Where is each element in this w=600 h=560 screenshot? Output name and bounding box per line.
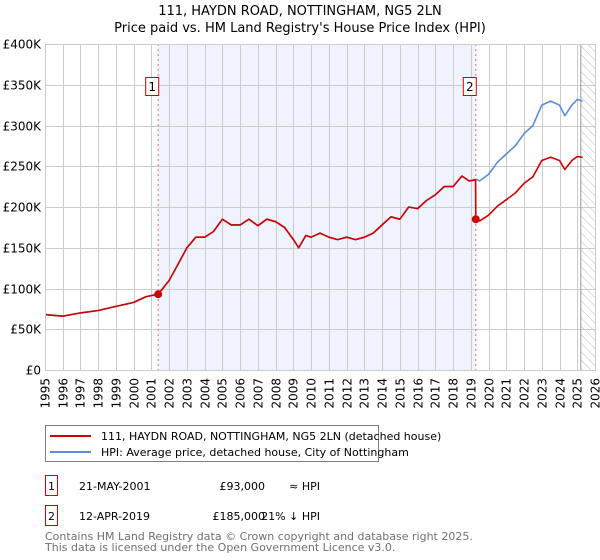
y-tick-label: £150K — [3, 242, 43, 256]
sale-hpi-relation: ≈ HPI — [289, 480, 320, 493]
y-tick-label: £350K — [3, 79, 43, 93]
x-tick-label: 2006 — [234, 378, 248, 409]
x-tick-label: 2000 — [128, 378, 142, 409]
footer-licence: This data is licensed under the Open Gov… — [44, 541, 395, 554]
plot-area: 1995 1996 1997 1998 1999 2000 2001 2002 2003 2004… — [3, 38, 600, 409]
x-tick-label: 2021 — [500, 378, 514, 409]
x-tick-label: 2018 — [447, 378, 461, 409]
x-tick-label: 2004 — [199, 378, 213, 409]
x-tick-label: 2020 — [483, 378, 497, 409]
x-tick-label: 2010 — [305, 378, 319, 409]
chart-subtitle: Price paid vs. HM Land Registry's House … — [114, 21, 486, 36]
x-tick-label: 2002 — [163, 378, 177, 409]
x-tick-label: 1998 — [92, 378, 106, 409]
sale-marker-label: 1 — [148, 80, 156, 94]
sale-price: £185,000 — [213, 510, 266, 523]
property-price-line — [44, 155, 583, 318]
footer-copyright: Contains HM Land Registry data © Crown c… — [45, 530, 473, 543]
x-tick-label: 2015 — [394, 378, 408, 409]
y-tick-label: £300K — [3, 120, 43, 134]
x-tick-label: 2019 — [465, 378, 479, 409]
legend-label-property: 111, HAYDN ROAD, NOTTINGHAM, NG5 2LN (de… — [101, 430, 441, 443]
y-tick-label: £250K — [3, 160, 43, 174]
x-tick-label: 2016 — [412, 378, 426, 409]
x-tick-label: 2017 — [429, 378, 443, 409]
sale-date: 21-MAY-2001 — [79, 480, 151, 493]
x-tick-label: 2025 — [571, 378, 585, 409]
x-tick-label: 2009 — [287, 378, 301, 409]
x-tick-label: 1997 — [74, 378, 88, 409]
x-tick-label: 2011 — [323, 378, 337, 409]
x-tick-label: 2005 — [216, 378, 230, 409]
sale-price: £93,000 — [220, 480, 266, 493]
x-tick-label: 1999 — [110, 378, 124, 409]
chart-title: 111, HAYDN ROAD, NOTTINGHAM, NG5 2LN — [158, 4, 442, 19]
sale-date: 12-APR-2019 — [79, 510, 150, 523]
x-tick-label: 2001 — [145, 378, 159, 409]
sale-marker-box — [462, 77, 477, 96]
x-tick-label: 2008 — [270, 378, 284, 409]
y-tick-label: £50K — [10, 323, 42, 337]
sale-row-1: 1 21-MAY-2001 £93,000 ≈ HPI — [45, 475, 320, 496]
sale-marker-label: 2 — [48, 510, 55, 523]
x-tick-label: 2013 — [358, 378, 372, 409]
x-tick-label: 2012 — [341, 378, 355, 409]
x-tick-label: 2003 — [181, 378, 195, 409]
x-tick-label: 2022 — [518, 378, 532, 409]
x-tick-label: 1995 — [39, 378, 53, 409]
x-tick-label: 2023 — [536, 378, 550, 409]
y-tick-label: £400K — [3, 38, 43, 52]
legend-label-hpi: HPI: Average price, detached house, City… — [101, 446, 409, 459]
x-tick-label: 2024 — [554, 378, 568, 409]
x-tick-label: 1996 — [57, 378, 71, 409]
sale-row-2: 2 12-APR-2019 £185,000 21% ↓ HPI — [45, 505, 320, 526]
x-tick-label: 2007 — [252, 378, 266, 409]
x-tick-label: 2014 — [376, 378, 390, 409]
sale-hpi-relation: 21% ↓ HPI — [261, 510, 320, 523]
x-tick-label: 2026 — [589, 378, 600, 409]
y-tick-label: £0 — [26, 364, 41, 378]
y-tick-label: £100K — [3, 283, 43, 297]
sales-table: 1 21-MAY-2001 £93,000 ≈ HPI 2 12-APR-201… — [45, 475, 320, 526]
legend: 111, HAYDN ROAD, NOTTINGHAM, NG5 2LN (de… — [45, 425, 441, 462]
sale-point — [471, 215, 480, 224]
plot-border — [45, 44, 596, 371]
sale-marker-label: 2 — [466, 80, 474, 94]
y-tick-label: £200K — [3, 201, 43, 215]
sale-point — [154, 290, 163, 299]
sale-marker-label: 1 — [48, 480, 55, 493]
sale-marker-box — [145, 77, 160, 96]
